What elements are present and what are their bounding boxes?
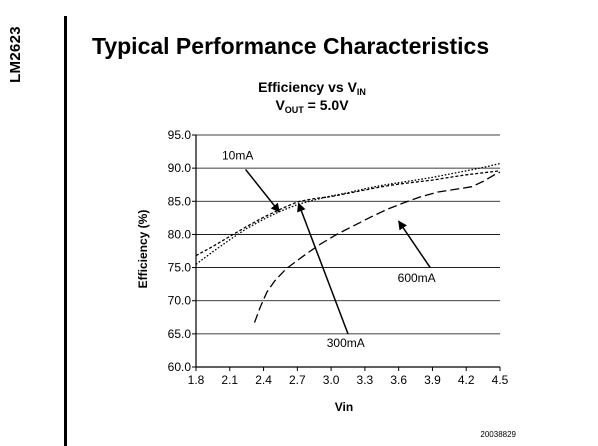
x-tick-label: 4.2 <box>458 373 475 387</box>
x-tick-labels: 1.8 2.1 2.4 2.7 3.0 3.3 3.6 3.9 4.2 4.5 <box>188 373 509 387</box>
annotation-arrow-600ma <box>398 220 431 268</box>
series-line-300ma <box>195 170 501 257</box>
margin-rule <box>64 16 67 446</box>
data-series <box>195 162 501 323</box>
x-tick-label: 2.7 <box>289 373 306 387</box>
annotation-arrow-10ma <box>244 169 280 213</box>
y-tick-label: 90.0 <box>168 161 192 175</box>
y-tick-label: 65.0 <box>168 327 192 341</box>
x-tick-label: 3.6 <box>390 373 407 387</box>
x-tick-label: 4.5 <box>492 373 509 387</box>
y-tick-label: 70.0 <box>168 294 192 308</box>
y-axis-label: Efficiency (%) <box>136 210 150 289</box>
annotations: 10mA 300mA 600mA <box>222 149 436 351</box>
x-tick-label: 3.3 <box>357 373 374 387</box>
series-line-600ma <box>253 171 501 323</box>
series-line-10ma <box>195 162 501 265</box>
x-tick-label: 3.0 <box>323 373 340 387</box>
x-tick-label: 2.4 <box>255 373 272 387</box>
y-tick-label: 80.0 <box>168 227 192 241</box>
annotation-label-10ma: 10mA <box>222 149 253 163</box>
x-tick-label: 1.8 <box>188 373 205 387</box>
section-heading: Typical Performance Characteristics <box>92 33 490 59</box>
gridlines <box>196 134 500 335</box>
annotation-arrow-300ma <box>297 202 349 335</box>
annotation-label-300ma: 300mA <box>327 336 365 350</box>
y-tick-label: 95.0 <box>168 128 192 142</box>
axes <box>192 134 501 371</box>
y-tick-label: 60.0 <box>168 360 192 374</box>
figure-number: 20038829 <box>480 430 516 439</box>
x-tick-label: 2.1 <box>221 373 238 387</box>
y-tick-label: 75.0 <box>168 261 192 275</box>
x-tick-label: 3.9 <box>424 373 441 387</box>
x-axis-label: Vin <box>335 400 353 414</box>
y-tick-labels: 60.0 65.0 70.0 75.0 80.0 85.0 90.0 95.0 <box>168 128 192 374</box>
chart-title-line-2: VOUT = 5.0V <box>275 97 349 115</box>
chart-title-line-1: Efficiency vs VIN <box>258 79 366 97</box>
y-tick-label: 85.0 <box>168 194 192 208</box>
annotation-label-600ma: 600mA <box>398 271 436 285</box>
